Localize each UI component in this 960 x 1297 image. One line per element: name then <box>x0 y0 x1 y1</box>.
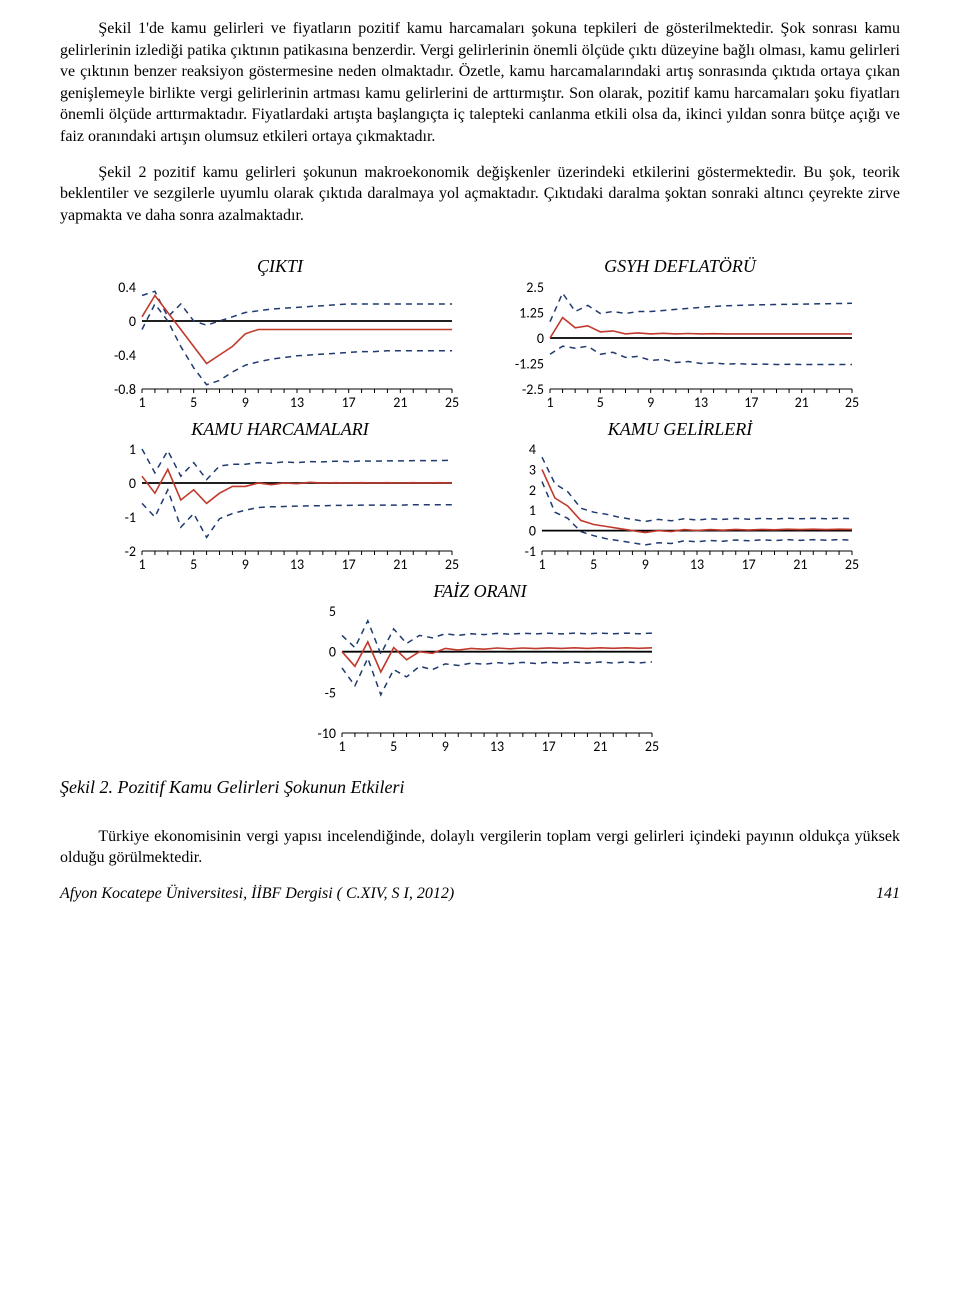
svg-text:9: 9 <box>647 394 654 411</box>
chart-deflator: GSYH DEFLATÖRÜ 1 5 9 13 17 21 25 -2.5 -1.25 0 1.25… <box>500 254 860 410</box>
svg-text:9: 9 <box>442 738 449 755</box>
svg-text:17: 17 <box>742 556 756 573</box>
svg-text:-10: -10 <box>318 725 336 742</box>
svg-text:0: 0 <box>129 313 136 330</box>
chart-title-harcama: KAMU HARCAMALARI <box>100 417 460 441</box>
svg-text:-1: -1 <box>525 543 536 560</box>
svg-text:13: 13 <box>694 394 708 411</box>
svg-text:17: 17 <box>542 738 556 755</box>
svg-text:1.25: 1.25 <box>519 304 544 321</box>
paragraph-1: Şekil 1'de kamu gelirleri ve fiyatların … <box>60 18 900 148</box>
svg-text:17: 17 <box>342 556 356 573</box>
svg-text:5: 5 <box>190 556 197 573</box>
svg-text:-2: -2 <box>125 543 136 560</box>
svg-text:1: 1 <box>129 443 136 458</box>
svg-text:1: 1 <box>138 556 145 573</box>
svg-text:17: 17 <box>342 394 356 411</box>
svg-text:0: 0 <box>537 330 544 347</box>
chart-title-gelir: KAMU GELİRLERİ <box>500 417 860 441</box>
svg-text:-5: -5 <box>325 685 336 702</box>
svg-text:21: 21 <box>795 394 809 411</box>
paragraph-3: Türkiye ekonomisinin vergi yapısı incele… <box>60 826 900 869</box>
svg-text:0: 0 <box>129 475 136 492</box>
chart-faiz: FAİZ ORANI 1 5 9 13 17 21 25 -10 -5 0 5 <box>300 579 660 755</box>
svg-text:-1.25: -1.25 <box>515 355 544 372</box>
svg-text:-2.5: -2.5 <box>522 381 544 398</box>
figure-grid: ÇIKTI 15913172125-0.8-0.400.4 GSYH DEFLA… <box>60 254 900 755</box>
svg-text:25: 25 <box>645 738 659 755</box>
svg-text:5: 5 <box>590 556 597 573</box>
svg-text:9: 9 <box>242 394 249 411</box>
svg-text:25: 25 <box>845 394 859 411</box>
svg-text:0: 0 <box>529 523 536 540</box>
chart-title-faiz: FAİZ ORANI <box>300 579 660 603</box>
svg-text:2.5: 2.5 <box>526 281 544 296</box>
svg-text:5: 5 <box>390 738 397 755</box>
svg-text:21: 21 <box>393 394 407 411</box>
svg-text:25: 25 <box>845 556 859 573</box>
svg-text:3: 3 <box>529 461 536 478</box>
svg-text:0.4: 0.4 <box>118 281 136 296</box>
svg-text:25: 25 <box>445 394 459 411</box>
svg-text:21: 21 <box>793 556 807 573</box>
svg-text:5: 5 <box>190 394 197 411</box>
page-footer: Afyon Kocatepe Üniversitesi, İİBF Dergis… <box>60 883 900 905</box>
svg-text:-0.4: -0.4 <box>114 347 136 364</box>
svg-text:-1: -1 <box>125 509 136 526</box>
svg-text:5: 5 <box>329 605 336 620</box>
chart-harcama: KAMU HARCAMALARI 1 5 9 13 17 21 25 -2 -1 0 1 <box>100 417 460 573</box>
svg-text:13: 13 <box>290 394 304 411</box>
chart-title-deflator: GSYH DEFLATÖRÜ <box>500 254 860 278</box>
svg-text:1: 1 <box>338 738 345 755</box>
page-number: 141 <box>876 883 900 905</box>
svg-text:1: 1 <box>529 502 536 519</box>
chart-title-cikti: ÇIKTI <box>100 254 460 278</box>
svg-text:1: 1 <box>546 394 553 411</box>
svg-text:9: 9 <box>642 556 649 573</box>
svg-text:1: 1 <box>138 394 145 411</box>
chart-cikti: ÇIKTI 1 5 9 13 17 21 25 -0.8 -0.4 0 0.4 <box>100 254 460 410</box>
svg-text:1: 1 <box>538 556 545 573</box>
svg-text:13: 13 <box>690 556 704 573</box>
figure-caption: Şekil 2. Pozitif Kamu Gelirleri Şokunun … <box>60 775 900 799</box>
svg-text:21: 21 <box>393 556 407 573</box>
svg-text:13: 13 <box>490 738 504 755</box>
svg-text:25: 25 <box>445 556 459 573</box>
svg-text:2: 2 <box>529 482 536 499</box>
svg-text:5: 5 <box>597 394 604 411</box>
svg-text:-0.8: -0.8 <box>114 381 136 398</box>
svg-text:9: 9 <box>242 556 249 573</box>
svg-text:0: 0 <box>329 644 336 661</box>
chart-gelir: KAMU GELİRLERİ 15913172125-101234 <box>500 417 860 573</box>
svg-text:4: 4 <box>529 443 536 458</box>
paragraph-2: Şekil 2 pozitif kamu gelirleri şokunun m… <box>60 162 900 227</box>
svg-text:17: 17 <box>744 394 758 411</box>
svg-text:21: 21 <box>593 738 607 755</box>
svg-text:13: 13 <box>290 556 304 573</box>
journal-name: Afyon Kocatepe Üniversitesi, İİBF Dergis… <box>60 883 454 905</box>
